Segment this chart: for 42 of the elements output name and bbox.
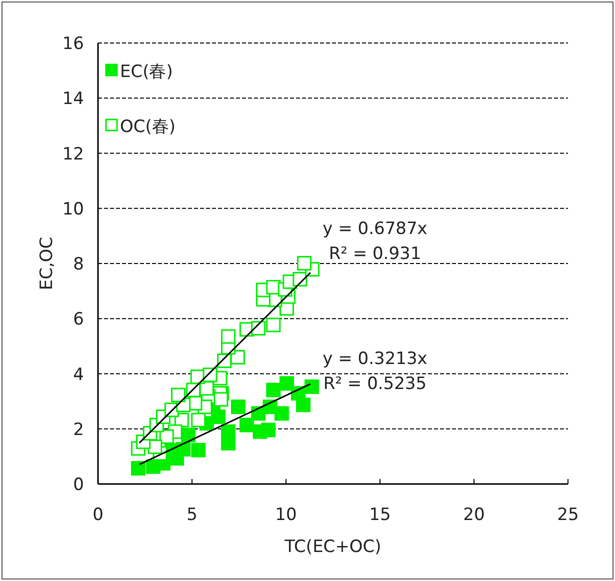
point <box>266 318 281 332</box>
point <box>214 392 228 407</box>
x-tick-label: 5 <box>186 505 198 525</box>
point <box>231 400 246 414</box>
point <box>274 406 289 421</box>
y-tick-label: 0 <box>73 475 84 495</box>
point <box>239 418 254 432</box>
point <box>191 442 206 458</box>
y-tick-label: 16 <box>62 34 84 54</box>
y-tick-label: 12 <box>62 144 84 164</box>
x-tick-label: 20 <box>463 505 485 525</box>
annotation: y = 0.6787x <box>322 219 428 239</box>
point <box>221 329 236 344</box>
x-axis-title: TC(EC+OC) <box>284 537 382 557</box>
legend-label: EC(春) <box>120 62 173 82</box>
point <box>171 388 186 402</box>
annotation: R² = 0.931 <box>328 244 422 264</box>
annotation: y = 0.3213x <box>322 349 428 369</box>
point <box>304 379 320 394</box>
y-tick-label: 10 <box>62 199 84 220</box>
point <box>221 424 236 439</box>
point <box>266 382 281 398</box>
legend-label: OC(春) <box>120 117 176 137</box>
point <box>280 376 294 391</box>
x-tick-label: 15 <box>369 505 391 525</box>
y-tick-label: 4 <box>73 364 84 385</box>
y-tick-label: 6 <box>73 310 84 330</box>
x-tick-label: 0 <box>92 505 104 525</box>
y-tick-label: 2 <box>73 420 84 440</box>
y-tick-label: 8 <box>73 254 84 274</box>
y-tick-label: 14 <box>62 89 84 110</box>
x-tick-label: 25 <box>557 505 579 525</box>
point <box>252 424 268 439</box>
point <box>146 459 161 474</box>
legend: EC(春) <box>105 62 173 82</box>
point <box>191 412 206 428</box>
y-axis-title: EC,OC <box>37 236 57 290</box>
point <box>296 256 312 270</box>
annotation: R² = 0.5235 <box>323 374 427 394</box>
point <box>130 461 146 476</box>
legend: OC(春) <box>105 117 176 137</box>
x-tick-label: 10 <box>275 505 297 525</box>
